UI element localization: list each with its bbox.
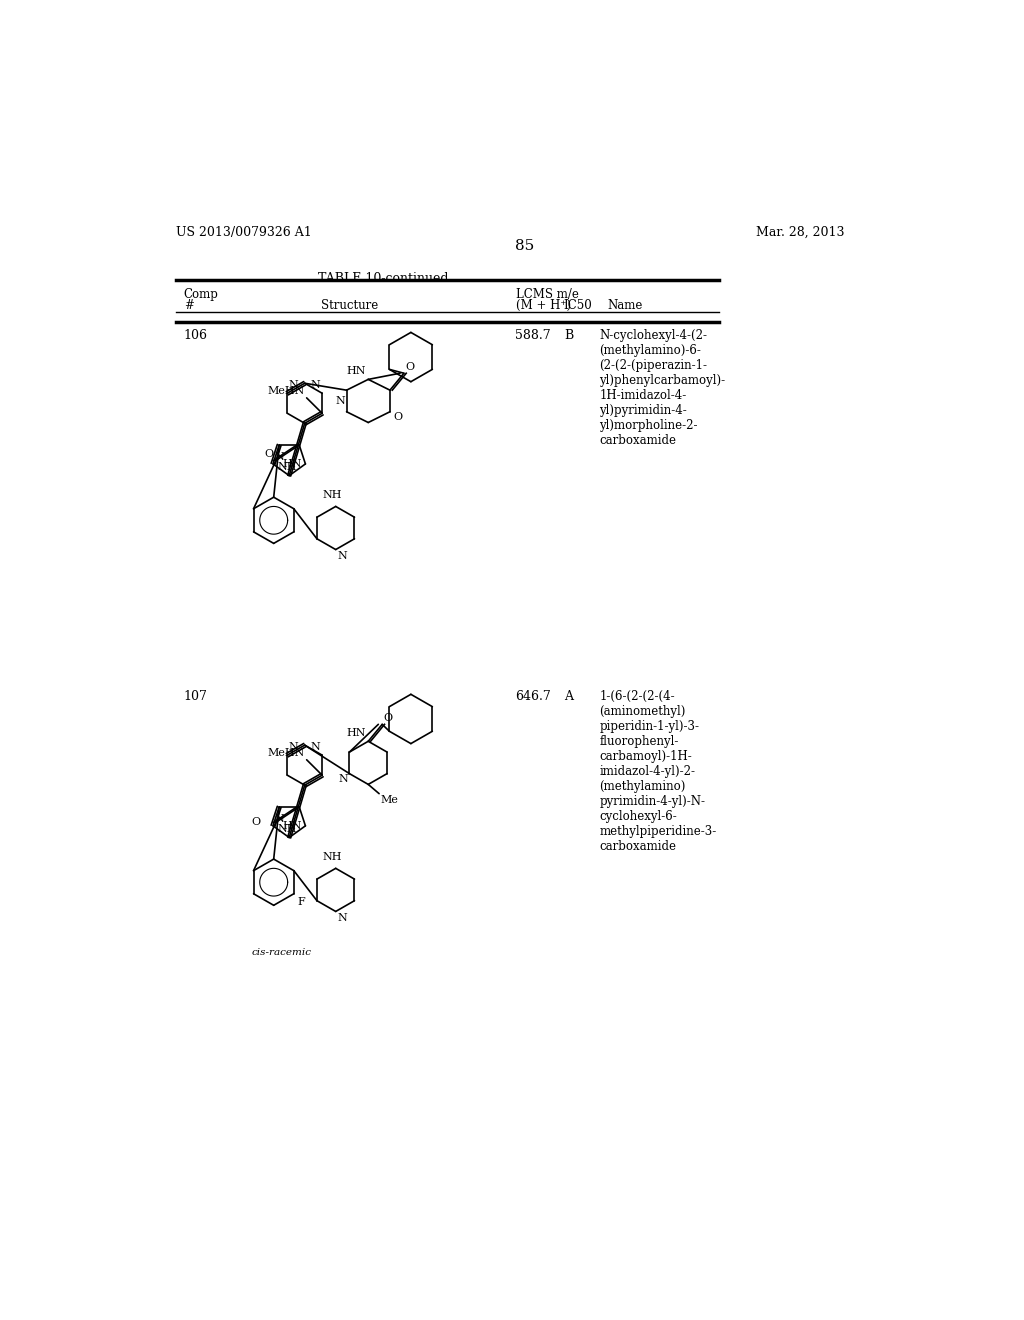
Text: LCMS m/e: LCMS m/e (515, 288, 579, 301)
Text: F: F (297, 896, 305, 907)
Text: 107: 107 (183, 689, 208, 702)
Text: HN: HN (283, 459, 302, 469)
Text: O: O (393, 412, 402, 422)
Text: NH: NH (278, 824, 297, 834)
Text: MeHN: MeHN (267, 748, 305, 758)
Text: N-cyclohexyl-4-(2-
(methylamino)-6-
(2-(2-(piperazin-1-
yl)phenylcarbamoyl)-
1H-: N-cyclohexyl-4-(2- (methylamino)-6- (2-(… (599, 330, 725, 447)
Text: NH: NH (323, 853, 342, 862)
Text: N: N (274, 814, 285, 824)
Text: US 2013/0079326 A1: US 2013/0079326 A1 (176, 226, 311, 239)
Text: O: O (251, 817, 260, 828)
Text: A: A (564, 689, 573, 702)
Text: N: N (274, 453, 285, 462)
Text: 85: 85 (515, 239, 535, 253)
Text: HN: HN (347, 727, 367, 738)
Text: cis-racemic: cis-racemic (252, 948, 311, 957)
Text: NH: NH (323, 490, 342, 500)
Text: O: O (406, 362, 415, 372)
Text: HN: HN (347, 366, 367, 376)
Text: 646.7: 646.7 (515, 689, 551, 702)
Text: NH: NH (278, 462, 297, 473)
Text: Mar. 28, 2013: Mar. 28, 2013 (756, 226, 844, 239)
Text: N: N (338, 774, 348, 784)
Text: 106: 106 (183, 330, 208, 342)
Text: N: N (311, 742, 321, 752)
Text: Structure: Structure (322, 300, 378, 313)
Text: Name: Name (607, 300, 642, 313)
Text: IC50: IC50 (563, 300, 592, 313)
Text: 1-(6-(2-(2-(4-
(aminomethyl)
piperidin-1-yl)-3-
fluorophenyl-
carbamoyl)-1H-
imi: 1-(6-(2-(2-(4- (aminomethyl) piperidin-1… (599, 689, 717, 853)
Text: O: O (384, 713, 393, 723)
Text: 588.7: 588.7 (515, 330, 551, 342)
Text: N: N (289, 380, 299, 391)
Text: TABLE 10-continued: TABLE 10-continued (318, 272, 449, 285)
Text: N: N (337, 552, 347, 561)
Text: (M + H⁺): (M + H⁺) (515, 300, 570, 313)
Text: Me: Me (381, 795, 398, 805)
Text: B: B (564, 330, 573, 342)
Text: N: N (337, 913, 347, 923)
Text: N: N (289, 742, 299, 752)
Text: MeHN: MeHN (267, 387, 305, 396)
Text: N: N (311, 380, 321, 391)
Text: HN: HN (283, 821, 302, 830)
Text: N: N (335, 396, 345, 407)
Text: O: O (264, 449, 273, 459)
Text: Comp: Comp (183, 288, 219, 301)
Text: #: # (183, 300, 194, 313)
